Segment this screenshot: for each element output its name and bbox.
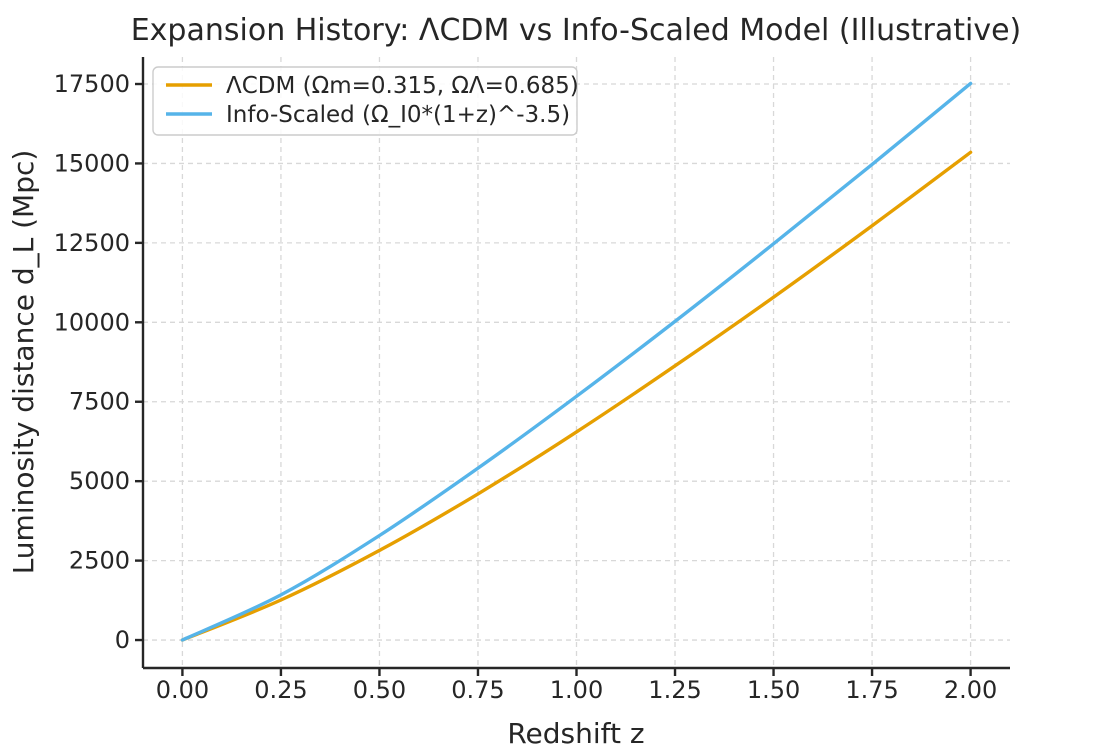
x-tick-label: 1.00 [550, 676, 603, 704]
chart-title: Expansion History: ΛCDM vs Info-Scaled M… [131, 13, 1022, 48]
gridlines [143, 57, 1010, 668]
curve-lcdm [180, 150, 973, 642]
y-tick-label: 15000 [54, 149, 130, 177]
x-tick-label: 0.00 [156, 676, 209, 704]
y-tick-label: 2500 [69, 547, 130, 575]
y-tick-label: 5000 [69, 467, 130, 495]
legend: ΛCDM (Ωm=0.315, ΩΛ=0.685) Info-Scaled (Ω_… [152, 66, 579, 136]
y-axis-label: Luminosity distance d_L (Mpc) [7, 150, 40, 575]
data-curves [180, 81, 973, 642]
y-tick-label: 17500 [54, 70, 130, 98]
x-tick-label: 1.75 [845, 676, 898, 704]
axis-spines [141, 57, 1010, 670]
x-tick-label: 2.00 [944, 676, 997, 704]
x-tick-label: 0.25 [254, 676, 307, 704]
x-tick-label: 0.50 [353, 676, 406, 704]
y-tick-label: 0 [115, 626, 130, 654]
curve-info-scaled [180, 81, 973, 642]
x-axis-label: Redshift z [507, 717, 644, 750]
y-tick-label: 7500 [69, 388, 130, 416]
x-tick-labels: 0.00 0.25 0.50 0.75 1.00 1.25 1.50 1.75 2.00 [156, 676, 998, 704]
y-tick-labels: 0 2500 5000 7500 10000 12500 15000 17500 [54, 70, 130, 654]
legend-label-info-scaled: Info-Scaled (Ω_I0*(1+z)^-3.5) [226, 102, 570, 128]
legend-label-lcdm: ΛCDM (Ωm=0.315, ΩΛ=0.685) [226, 73, 579, 99]
legend-box [152, 66, 578, 136]
x-tick-label: 0.75 [451, 676, 504, 704]
x-tick-label: 1.50 [747, 676, 800, 704]
y-tick-label: 10000 [54, 308, 130, 336]
x-tick-label: 1.25 [648, 676, 701, 704]
y-tick-label: 12500 [54, 229, 130, 257]
axis-tickmarks [135, 82, 972, 676]
